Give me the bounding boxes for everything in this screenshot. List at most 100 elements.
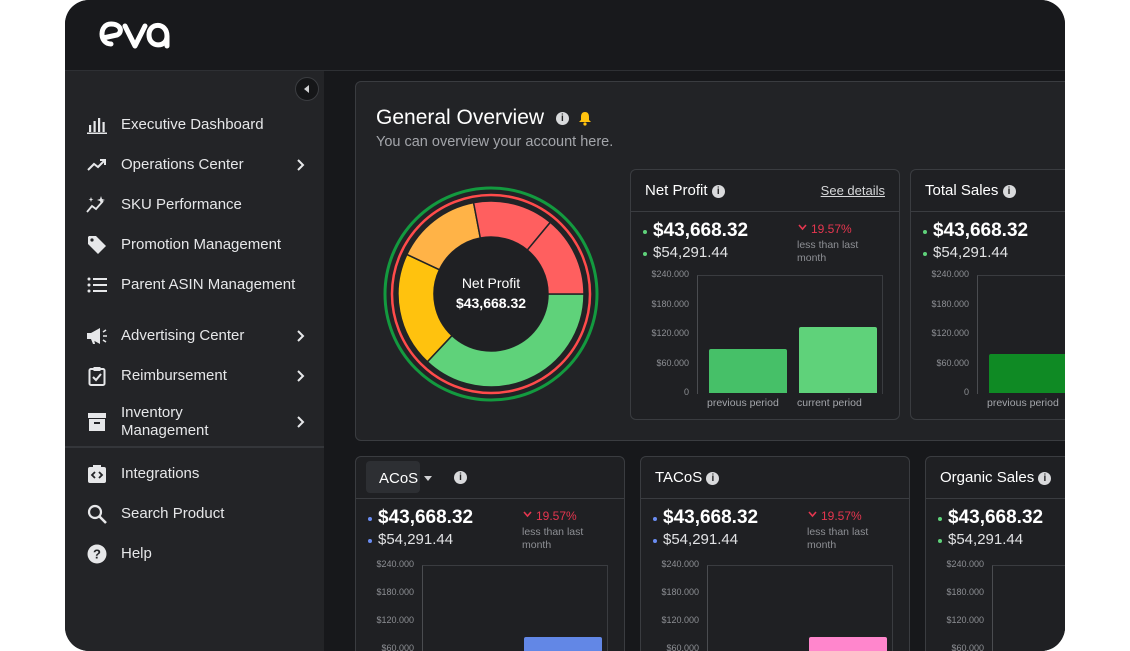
search-icon [85, 502, 109, 526]
y-tick-label: $240.000 [376, 559, 414, 569]
plot-frame [707, 565, 893, 651]
chevron-right-icon [297, 330, 305, 342]
y-tick-label: $60.000 [656, 357, 689, 368]
clipboard-check-icon [85, 364, 109, 388]
delta-note: less than last month [522, 526, 584, 551]
total-sales-card: Total Sales i $43,668.32 $54,291.44 $240… [910, 169, 1065, 420]
y-tick-label: $120.000 [661, 615, 699, 625]
svg-text:?: ? [93, 547, 101, 562]
bar-previous-period[interactable] [709, 348, 787, 393]
card-header: Net Profit i See details [631, 170, 899, 212]
previous-value: $54,291.44 [378, 531, 454, 548]
sidebar: Executive Dashboard Operations Center SK… [65, 71, 324, 651]
current-dot [643, 230, 647, 234]
megaphone-icon [85, 324, 109, 348]
card-header: TACoS i [641, 457, 909, 499]
current-value: $43,668.32 [653, 220, 749, 241]
archive-box-icon [85, 410, 109, 434]
sidebar-item-label: Promotion Management [121, 236, 282, 253]
x-tick-label: current period [797, 397, 862, 409]
y-tick-label: $60.000 [381, 643, 414, 651]
y-tick-label: $180.000 [946, 587, 984, 597]
delta-value: 19.57% [536, 509, 577, 523]
sidebar-item-help[interactable]: ? Help [65, 534, 324, 574]
previous-value: $54,291.44 [663, 531, 739, 548]
chevron-down-icon [808, 511, 817, 518]
delta-value: 19.57% [811, 222, 852, 236]
sidebar-item-executive-dashboard[interactable]: Executive Dashboard [65, 105, 324, 145]
info-icon[interactable]: i [1038, 471, 1052, 485]
sidebar-item-label: Operations Center [121, 156, 244, 173]
triangle-left-icon [304, 85, 309, 93]
page-title: General Overview [376, 106, 545, 129]
acos-dropdown[interactable]: ACoS [366, 461, 432, 493]
card-title: TACoS i [655, 469, 720, 486]
sidebar-item-inventory-management[interactable]: Inventory Management [65, 402, 324, 442]
see-details-link[interactable]: See details [820, 183, 885, 198]
y-tick-label: $120.000 [651, 328, 689, 338]
delta-note: less than last month [797, 239, 859, 264]
dropdown-label: ACoS [379, 470, 419, 487]
sidebar-item-label: Executive Dashboard [121, 116, 264, 133]
collapse-sidebar-button[interactable] [295, 77, 319, 101]
chevron-down-icon [798, 224, 807, 231]
current-value: $43,668.32 [378, 507, 474, 528]
bar-current-period[interactable] [809, 637, 887, 651]
y-tick-label: 0 [963, 387, 969, 397]
help-circle-icon: ? [85, 542, 109, 566]
bar-current-period[interactable] [524, 637, 602, 651]
sidebar-item-integrations[interactable]: Integrations [65, 454, 324, 494]
sidebar-item-label: SKU Performance [121, 196, 242, 213]
sidebar-divider [65, 446, 324, 448]
bar-current-period[interactable] [799, 326, 877, 393]
x-tick-label: previous period [987, 397, 1059, 409]
info-icon[interactable]: i [706, 471, 720, 485]
info-icon[interactable]: i [1002, 184, 1016, 198]
donut-center-label: Net Profit [462, 275, 520, 291]
info-icon[interactable]: i [454, 471, 467, 484]
previous-dot [643, 252, 647, 256]
card-title: Total Sales i [925, 182, 1016, 199]
delta-note: less than last month [807, 526, 869, 551]
trending-up-icon [85, 153, 109, 177]
organic-sales-card: Organic Sales i $43,668.32 $54,291.44 $2… [925, 456, 1065, 651]
current-dot [938, 517, 942, 521]
card-title: Net Profit i [645, 182, 725, 199]
bar-chart-icon [85, 113, 109, 137]
chevron-right-icon [297, 159, 305, 171]
y-tick-label: $240.000 [931, 269, 969, 279]
caret-down-icon [424, 476, 432, 481]
plot-frame [422, 565, 608, 651]
net-profit-donut-chart[interactable]: Net Profit $43,668.32 [381, 184, 601, 404]
sidebar-item-reimbursement[interactable]: Reimbursement [65, 356, 324, 396]
current-value: $43,668.32 [663, 507, 759, 528]
main-content: General Overview i You can overview your… [324, 71, 1065, 651]
bar-previous-period[interactable] [989, 353, 1065, 393]
sidebar-item-operations-center[interactable]: Operations Center [65, 145, 324, 185]
eva-logo[interactable] [93, 14, 183, 56]
sidebar-item-promotion-management[interactable]: Promotion Management [65, 225, 324, 265]
previous-dot [938, 539, 942, 543]
sidebar-item-label: Reimbursement [121, 367, 227, 384]
card-header: Total Sales i [911, 170, 1065, 212]
page-subtitle: You can overview your account here. [376, 134, 614, 150]
sidebar-item-sku-performance[interactable]: SKU Performance [65, 185, 324, 225]
donut-inner-ring [390, 193, 592, 395]
y-tick-label: $240.000 [651, 269, 689, 279]
bell-icon[interactable] [578, 111, 592, 126]
current-dot [653, 517, 657, 521]
chevron-right-icon [297, 416, 305, 428]
info-icon[interactable]: i [711, 184, 725, 198]
info-icon[interactable]: i [555, 111, 569, 125]
sidebar-item-label: Inventory Management [121, 404, 209, 439]
current-dot [923, 230, 927, 234]
donut-hole [434, 237, 548, 351]
donut-outer-ring [383, 186, 599, 402]
tacos-card: TACoS i $43,668.32 $54,291.44 19.57% les… [640, 456, 910, 651]
y-tick-label: $180.000 [651, 298, 689, 309]
list-icon [85, 273, 109, 297]
previous-dot [923, 252, 927, 256]
sidebar-item-parent-asin-management[interactable]: Parent ASIN Management [65, 265, 324, 305]
sidebar-item-advertising-center[interactable]: Advertising Center [65, 316, 324, 356]
sidebar-item-search-product[interactable]: Search Product [65, 494, 324, 534]
